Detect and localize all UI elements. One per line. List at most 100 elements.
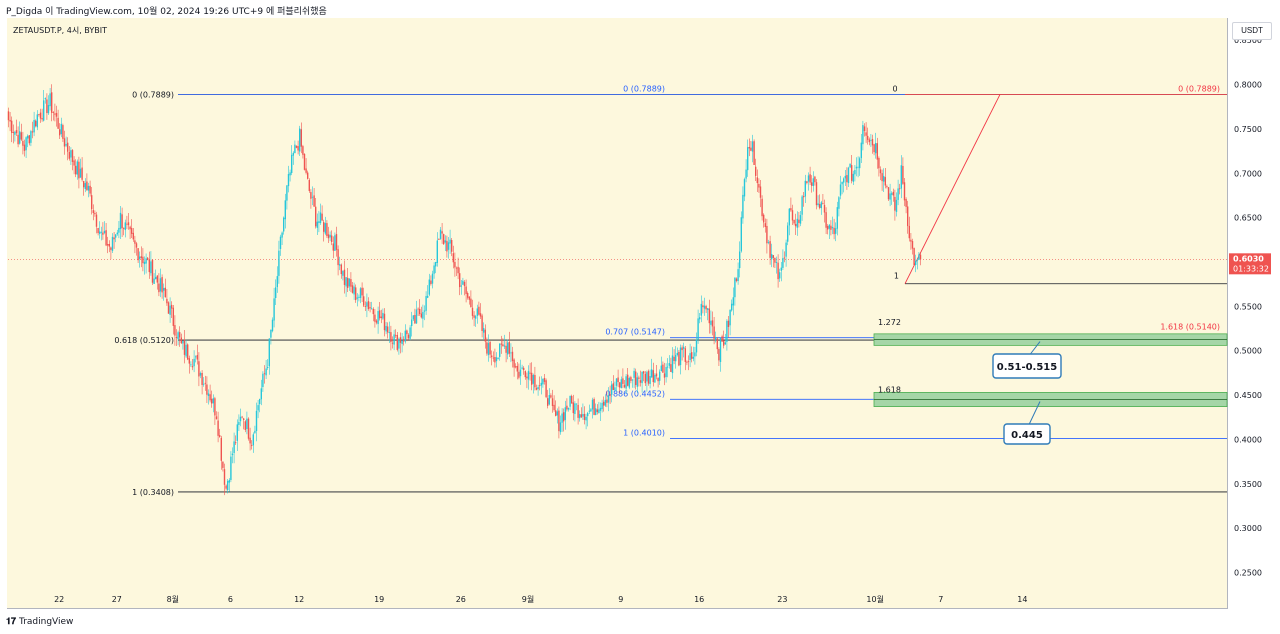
candle-body [844,175,846,179]
candle-body [463,281,466,287]
candle-body [601,402,603,410]
candle-body [407,334,410,339]
symbol-label[interactable]: ZETAUSDT.P, 4시, BYBIT [13,26,107,35]
candle-body [209,394,211,401]
candle-body [751,141,754,152]
candle-body [876,143,878,160]
candle-body [857,166,859,168]
candle-body [534,374,536,388]
time-tick-label: 7 [938,595,943,604]
candle-body [668,363,670,366]
candle-body [899,188,901,190]
time-tick-label: 12 [294,595,304,604]
candle-body [678,352,680,366]
candle-body [507,342,509,355]
candle-body [721,336,723,342]
candle-body [811,182,813,186]
candle-body [604,399,606,406]
candle-body [217,420,219,436]
candle-body [367,301,370,309]
candle-body [771,254,773,260]
candle-body [343,269,346,285]
candle-body [551,398,554,407]
candle-body [182,340,184,344]
candle-body [471,307,474,316]
candle-body [671,355,674,374]
candle-body [663,373,666,378]
candle-body [187,344,189,360]
candle-body [539,385,541,387]
candle-body [307,172,309,179]
candle-body [103,230,106,234]
candle-body [558,410,560,432]
candle-body [52,112,54,113]
callout-pointer [1030,341,1041,355]
candle-body [41,118,43,120]
candle-body [153,278,155,284]
candle-body [711,320,714,327]
candle-body [134,240,136,244]
candle-body [511,351,514,362]
candle-body [127,222,130,226]
candle-body [659,371,661,381]
candle-body [796,218,798,228]
candle-body [169,305,171,315]
candle-body [251,445,253,446]
candle-body [758,183,760,188]
callout-box [992,353,1062,379]
candle-body [423,310,426,312]
candle-body [486,342,488,354]
candle-body [481,315,483,331]
candle-body [612,383,614,390]
candle-body [569,395,571,407]
candle-body [654,374,656,383]
candle-body [775,262,778,264]
currency-unit-button[interactable]: USDT [1232,22,1272,40]
candle-body [487,343,490,356]
candle-body [308,179,310,191]
candle-body [233,441,235,453]
candle-body [505,345,507,353]
candle-body [244,421,246,430]
candle-body [692,356,694,359]
candle-body [747,147,749,171]
candle-body [92,210,94,214]
candle-body [9,119,11,122]
candle-body [292,152,294,156]
candle-body [779,272,781,279]
candle-body [159,278,162,292]
fib-level-label: 1 (0.3408) [132,488,174,497]
candle-body [180,337,182,344]
candle-body [764,223,766,228]
candle-body [115,234,117,238]
candle-body [47,105,50,114]
candle-body [91,195,93,210]
candle-body [649,376,651,384]
candle-body [305,168,307,173]
chart-frame[interactable] [7,18,1228,609]
candle-body [347,277,349,288]
candle-body [241,416,243,418]
price-tick-label: 0.7000 [1234,169,1262,178]
candle-body [355,287,357,301]
candle-body [99,231,101,234]
candle-body [687,361,690,363]
candle-body [748,146,750,149]
price-tick-label: 0.6500 [1234,214,1262,223]
candle-body [563,412,565,422]
candle-body [524,371,526,378]
tradingview-logo[interactable]: 𝟏𝟕 TradingView [6,617,73,627]
candle-body [190,364,192,366]
candle-body [513,359,515,368]
candle-body [231,453,234,456]
candle-body [846,175,848,183]
candle-body [473,315,475,318]
candle-body [43,100,45,121]
candle-body [591,399,594,410]
candle-body [708,308,710,324]
candle-body [79,168,82,178]
candle-body [113,237,115,240]
candle-body [479,313,482,317]
candle-body [681,347,683,351]
